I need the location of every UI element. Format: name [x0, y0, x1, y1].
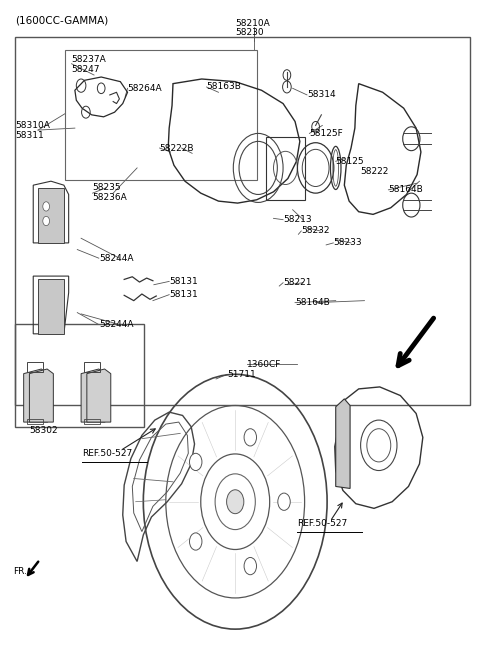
Circle shape — [43, 216, 49, 225]
Text: 58310A: 58310A — [15, 121, 50, 130]
Circle shape — [190, 454, 202, 471]
Circle shape — [244, 557, 256, 575]
Circle shape — [244, 429, 256, 446]
Text: 58222: 58222 — [360, 168, 389, 176]
Text: 58311: 58311 — [15, 131, 44, 140]
Text: (1600CC-GAMMA): (1600CC-GAMMA) — [15, 15, 108, 25]
Text: 58164B: 58164B — [388, 186, 423, 194]
Polygon shape — [336, 399, 350, 489]
Text: 58164B: 58164B — [295, 298, 330, 307]
Circle shape — [227, 490, 244, 513]
Text: 58221: 58221 — [283, 278, 312, 287]
Text: 58244A: 58244A — [99, 320, 133, 329]
Text: 51711: 51711 — [227, 370, 256, 379]
Text: 58236A: 58236A — [93, 194, 127, 202]
Polygon shape — [81, 369, 105, 422]
Bar — [38, 188, 64, 243]
Text: 58264A: 58264A — [128, 84, 162, 93]
Bar — [266, 137, 305, 199]
Polygon shape — [24, 369, 48, 422]
Text: 58233: 58233 — [333, 239, 362, 247]
Text: FR.: FR. — [13, 567, 27, 576]
Text: 58213: 58213 — [283, 215, 312, 224]
Text: 58163B: 58163B — [206, 82, 241, 92]
Text: 58125F: 58125F — [310, 129, 343, 138]
Text: 58247: 58247 — [72, 65, 100, 74]
Text: 58131: 58131 — [169, 290, 198, 299]
Text: 58210A: 58210A — [235, 19, 270, 28]
Text: REF.50-527: REF.50-527 — [82, 449, 132, 458]
Text: 58131: 58131 — [169, 277, 198, 286]
Text: 1360CF: 1360CF — [247, 360, 282, 369]
Text: 58235: 58235 — [93, 184, 121, 192]
Text: 58232: 58232 — [301, 227, 330, 235]
Polygon shape — [87, 369, 111, 422]
Text: 58314: 58314 — [307, 90, 336, 100]
Circle shape — [43, 201, 49, 211]
Text: 58125: 58125 — [336, 157, 364, 166]
Polygon shape — [29, 369, 53, 422]
Text: 58244A: 58244A — [99, 253, 133, 263]
Text: 58302: 58302 — [29, 426, 58, 434]
Text: 58230: 58230 — [235, 28, 264, 37]
Text: 58222B: 58222B — [159, 144, 194, 152]
Text: REF.50-527: REF.50-527 — [298, 519, 348, 528]
Circle shape — [278, 493, 290, 510]
Text: 58237A: 58237A — [72, 55, 106, 64]
Bar — [38, 279, 64, 334]
Circle shape — [190, 533, 202, 550]
